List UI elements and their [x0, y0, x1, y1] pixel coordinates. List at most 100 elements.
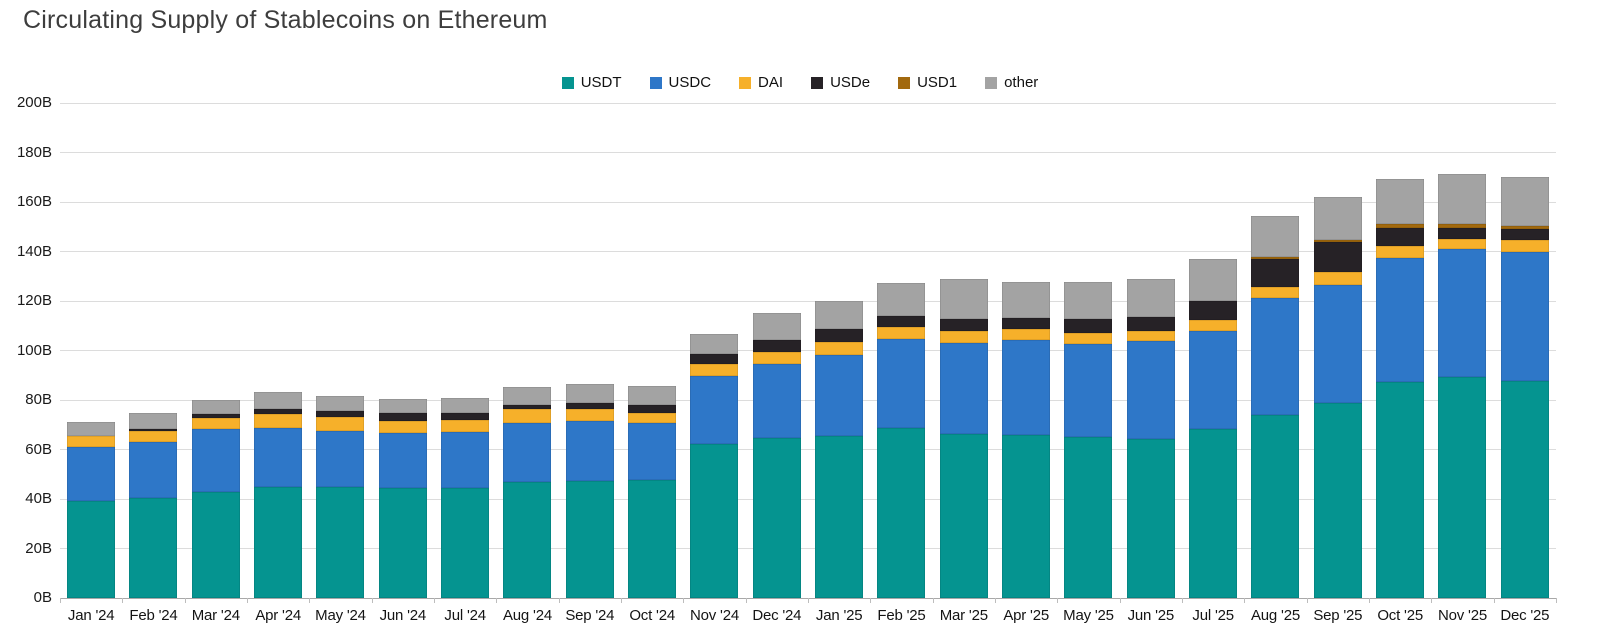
bar-segment-usdt-mar-24	[191, 492, 240, 598]
x-axis-tick	[1244, 598, 1246, 603]
bar-segment-usde-may-24	[316, 410, 365, 417]
bar-segment-usdc-feb-24	[129, 441, 178, 499]
bar-segment-usdc-aug-24	[503, 423, 552, 483]
bar-slot-mar-24	[185, 103, 247, 598]
bar-jul-24	[441, 398, 490, 598]
bar-segment-usde-oct-25	[1376, 227, 1425, 247]
bar-segment-usd1-oct-25	[1376, 224, 1425, 228]
bar-slot-jun-24	[372, 103, 434, 598]
x-axis-tick	[1119, 598, 1121, 603]
x-tick-label-mar-24: Mar '24	[191, 607, 240, 624]
bar-segment-usdc-nov-25	[1438, 249, 1487, 377]
x-tick-label-may-24: May '24	[315, 607, 366, 624]
bar-segment-dai-sep-24	[565, 409, 614, 421]
bar-slot-nov-25	[1431, 103, 1493, 598]
x-axis-tick	[1556, 598, 1557, 603]
bar-jun-25	[1126, 279, 1175, 598]
legend-item-dai: DAI	[739, 74, 783, 91]
bar-segment-usd1-aug-25	[1251, 257, 1300, 260]
legend-swatch-usd1	[898, 76, 911, 89]
bar-segment-dai-oct-24	[628, 412, 677, 424]
bar-segment-dai-dec-24	[752, 351, 801, 365]
legend-swatch-other	[985, 76, 998, 89]
bar-segment-usdc-may-24	[316, 430, 365, 487]
bar-segment-usdt-mar-25	[939, 433, 988, 598]
bar-slot-may-25	[1057, 103, 1119, 598]
bar-segment-usdt-jun-25	[1126, 439, 1175, 598]
legend-item-usde: USDe	[811, 74, 870, 91]
bar-segment-other-apr-25	[1002, 281, 1051, 319]
x-tick-label-aug-25: Aug '25	[1250, 607, 1300, 624]
grid-line	[60, 102, 1556, 104]
legend-swatch-usde	[811, 76, 824, 89]
bar-segment-usde-feb-25	[877, 315, 926, 328]
bar-slot-nov-24	[683, 103, 745, 598]
bar-jun-24	[378, 399, 427, 598]
x-tick-label-nov-24: Nov '24	[689, 607, 739, 624]
bar-slot-apr-24	[247, 103, 309, 598]
bar-segment-usdt-may-25	[1064, 437, 1113, 598]
grid-line	[60, 251, 1556, 252]
bar-segment-usdt-dec-25	[1500, 380, 1549, 598]
bar-segment-usdt-sep-25	[1313, 403, 1362, 598]
bar-segment-usde-sep-24	[565, 402, 614, 410]
x-tick-label-jun-25: Jun '25	[1127, 607, 1175, 624]
x-axis-tick	[60, 598, 61, 603]
bar-segment-dai-aug-24	[503, 409, 552, 424]
x-axis-tick	[247, 598, 248, 603]
x-axis-tick	[309, 598, 311, 603]
bar-segment-other-sep-24	[565, 383, 614, 403]
bar-segment-usdt-nov-25	[1438, 376, 1487, 598]
bar-segment-dai-dec-25	[1500, 240, 1549, 253]
y-tick-label: 0B	[33, 589, 52, 606]
bar-segment-usdc-dec-25	[1500, 252, 1549, 381]
bar-segment-dai-sep-25	[1313, 271, 1362, 285]
bar-slot-oct-24	[621, 103, 683, 598]
bar-segment-other-nov-24	[690, 334, 739, 354]
bar-segment-dai-feb-25	[877, 327, 926, 340]
x-axis-tick	[1369, 598, 1370, 603]
bar-segment-usdt-jan-24	[67, 501, 116, 598]
bar-segment-usdt-feb-24	[129, 498, 178, 598]
bar-jan-24	[67, 422, 116, 598]
bar-segment-usdt-aug-25	[1251, 415, 1300, 598]
legend-label: USDC	[668, 74, 712, 91]
x-tick-label-nov-25: Nov '25	[1437, 607, 1487, 624]
x-axis-tick	[683, 598, 685, 603]
bar-segment-usde-aug-24	[503, 404, 552, 410]
bar-segment-usdt-apr-25	[1002, 434, 1051, 598]
legend-swatch-usdt	[561, 76, 574, 89]
bar-segment-usdc-aug-25	[1251, 298, 1300, 416]
grid-line	[60, 498, 1556, 500]
bar-slot-dec-24	[746, 103, 808, 598]
bar-segment-usde-mar-24	[191, 414, 240, 418]
bar-segment-other-sep-25	[1313, 196, 1362, 241]
bar-slot-oct-25	[1369, 103, 1431, 598]
bar-segment-other-jun-25	[1126, 279, 1175, 318]
bar-segment-usdc-oct-24	[628, 423, 677, 480]
x-tick-label-sep-25: Sep '25	[1313, 607, 1363, 624]
bar-segment-usde-mar-25	[939, 319, 988, 331]
x-axis-tick	[1431, 598, 1433, 603]
legend-swatch-dai	[739, 76, 752, 89]
x-axis-tick	[745, 598, 747, 603]
bar-feb-24	[129, 413, 178, 598]
bar-segment-other-feb-25	[877, 283, 926, 316]
legend-label: USD1	[917, 74, 958, 91]
bar-segment-usdt-jul-24	[441, 488, 490, 598]
bar-slot-jan-25	[808, 103, 870, 598]
bar-segment-usdt-dec-24	[752, 437, 801, 598]
bar-dec-24	[752, 312, 801, 598]
bar-segment-other-may-24	[316, 396, 365, 411]
x-tick-label-may-25: May '25	[1063, 607, 1114, 624]
bar-segment-usde-jun-25	[1126, 317, 1175, 331]
bar-segment-other-dec-24	[752, 312, 801, 341]
bar-jan-25	[815, 301, 864, 598]
plot-area: 0B 20B 40B 60B 80B 100B 120B 140B 160B 180B 200B Ja…	[17, 95, 1557, 624]
bar-segment-usde-nov-25	[1438, 227, 1487, 239]
x-tick-label-dec-25: Dec '25	[1500, 607, 1550, 624]
legend-label: USDe	[830, 74, 871, 91]
x-axis-tick	[870, 598, 872, 603]
bar-segment-other-oct-24	[628, 385, 677, 405]
